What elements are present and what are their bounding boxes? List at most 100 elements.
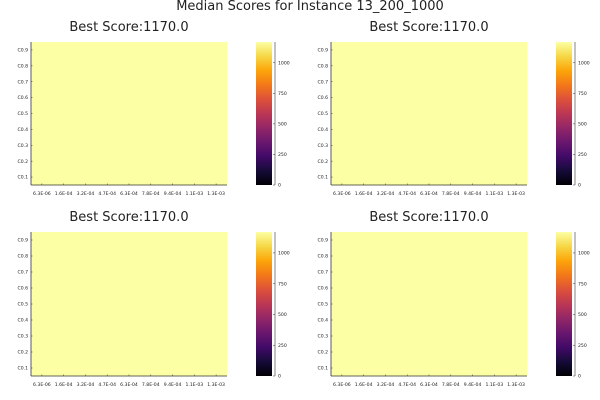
- heatmap-cell: [118, 121, 141, 138]
- heatmap-cell: [439, 57, 463, 75]
- heatmap-cell: [31, 328, 54, 345]
- heatmap-cell: [331, 328, 354, 345]
- heatmap-cell: [374, 296, 397, 313]
- y-tick-label: C0.2: [317, 159, 328, 165]
- heatmap-cell: [118, 42, 141, 59]
- heatmap-cell: [352, 280, 375, 297]
- heatmap-cell: [205, 360, 228, 377]
- heatmap-cell: [139, 57, 163, 75]
- y-tick-label: C0.7: [317, 79, 328, 85]
- heatmap-cell: [161, 232, 184, 249]
- heatmap-cell: [183, 169, 206, 186]
- heatmap-cell: [96, 264, 119, 281]
- heatmap-cell: [418, 328, 441, 345]
- x-tick-label: 3.2E-04: [77, 382, 95, 388]
- y-tick-label: C0.3: [317, 143, 328, 149]
- heatmap-cell: [374, 328, 397, 345]
- heatmap-cell: [352, 73, 375, 91]
- x-tick-label: 1.1E-03: [485, 382, 503, 388]
- heatmap-cell: [205, 280, 228, 297]
- heatmap-cell: [396, 296, 419, 313]
- heatmap-cell: [331, 232, 354, 249]
- heatmap-cell: [331, 121, 354, 138]
- heatmap-cell: [352, 89, 375, 106]
- heatmap-cell: [439, 280, 463, 297]
- heatmap-cell: [483, 42, 506, 59]
- heatmap-cell: [331, 248, 354, 265]
- heatmap-cell: [31, 153, 54, 170]
- heatmap-cell: [374, 57, 397, 75]
- heatmap-cell: [483, 73, 506, 91]
- heatmap-cell: [183, 360, 206, 377]
- heatmap-cell: [483, 232, 506, 249]
- heatmap-cell: [205, 153, 228, 170]
- heatmap-cell: [505, 248, 528, 265]
- heatmap-cell: [183, 312, 206, 329]
- heatmap-cell: [52, 42, 75, 59]
- heatmap-cell: [118, 312, 141, 329]
- heatmap-cell: [439, 232, 463, 249]
- colorbar-tick-label: 1000: [278, 251, 290, 257]
- heatmap-cell: [396, 328, 419, 345]
- y-tick-label: C0.8: [317, 63, 328, 69]
- heatmap-cell: [74, 121, 97, 138]
- colorbar-tick-label: 1000: [578, 60, 590, 66]
- figure-suptitle: Median Scores for Instance 13_200_1000: [176, 0, 444, 14]
- heatmap-cell: [505, 137, 528, 154]
- x-tick-label: 6.3E-04: [420, 191, 438, 197]
- colorbar: [556, 42, 572, 185]
- heatmap-cell: [31, 42, 54, 59]
- colorbar-tick-label: 500: [578, 312, 587, 318]
- heatmap-cell: [331, 296, 354, 313]
- heatmap-cell: [139, 360, 163, 377]
- x-tick-label: 1.1E-03: [185, 191, 203, 197]
- heatmap-cell: [183, 73, 206, 91]
- heatmap-cell: [74, 248, 97, 265]
- heatmap-cell: [505, 232, 528, 249]
- heatmap-cell: [118, 360, 141, 377]
- heatmap-cell: [461, 264, 484, 281]
- heatmap-cell: [374, 169, 397, 186]
- y-tick-label: C0.2: [17, 350, 28, 356]
- panel-title: Best Score:1170.0: [69, 20, 188, 35]
- heatmap-cell: [418, 73, 441, 91]
- heatmap-cell: [461, 73, 484, 91]
- heatmap-cell: [374, 153, 397, 170]
- heatmap-cell: [396, 248, 419, 265]
- x-tick-label: 7.8E-04: [142, 382, 160, 388]
- y-tick-label: C0.8: [17, 254, 28, 260]
- y-tick-label: C0.2: [17, 159, 28, 165]
- heatmap-cell: [74, 360, 97, 377]
- heatmap-panel-4: Best Score:1170.0 6.3E-06 1.6E-04 3.2E-04 4.…: [317, 210, 589, 388]
- heatmap-cell: [52, 121, 75, 138]
- heatmap-cell: [183, 328, 206, 345]
- y-tick-label: C0.8: [17, 63, 28, 69]
- heatmap-cell: [118, 232, 141, 249]
- heatmap-cell: [118, 105, 141, 122]
- heatmap-cell: [418, 57, 441, 75]
- heatmap-cell: [483, 89, 506, 106]
- heatmap-cell: [439, 360, 463, 377]
- heatmap-cell: [52, 73, 75, 91]
- heatmap-cell: [118, 328, 141, 345]
- heatmap-cell: [483, 137, 506, 154]
- heatmap-panel-2: Best Score:1170.0 6.3E-06 1.6E-04 3.2E-04 4.…: [317, 20, 589, 197]
- heatmap-cell: [139, 232, 163, 249]
- heatmap-cell: [161, 344, 184, 361]
- x-tick-label: 4.7E-04: [98, 191, 116, 197]
- x-tick-label: 1.3E-03: [507, 382, 525, 388]
- heatmap-cell: [161, 169, 184, 186]
- colorbar-tick-label: 750: [578, 281, 587, 287]
- heatmap-cell: [205, 169, 228, 186]
- heatmap-cell: [418, 248, 441, 265]
- x-tick-label: 7.8E-04: [142, 191, 160, 197]
- heatmap-cell: [396, 344, 419, 361]
- heatmap-cell: [352, 153, 375, 170]
- heatmap-cell: [352, 121, 375, 138]
- heatmap-cell: [418, 264, 441, 281]
- heatmap-cell: [118, 57, 141, 75]
- heatmap-cell: [161, 42, 184, 59]
- heatmap-cell: [352, 105, 375, 122]
- heatmap-cell: [74, 57, 97, 75]
